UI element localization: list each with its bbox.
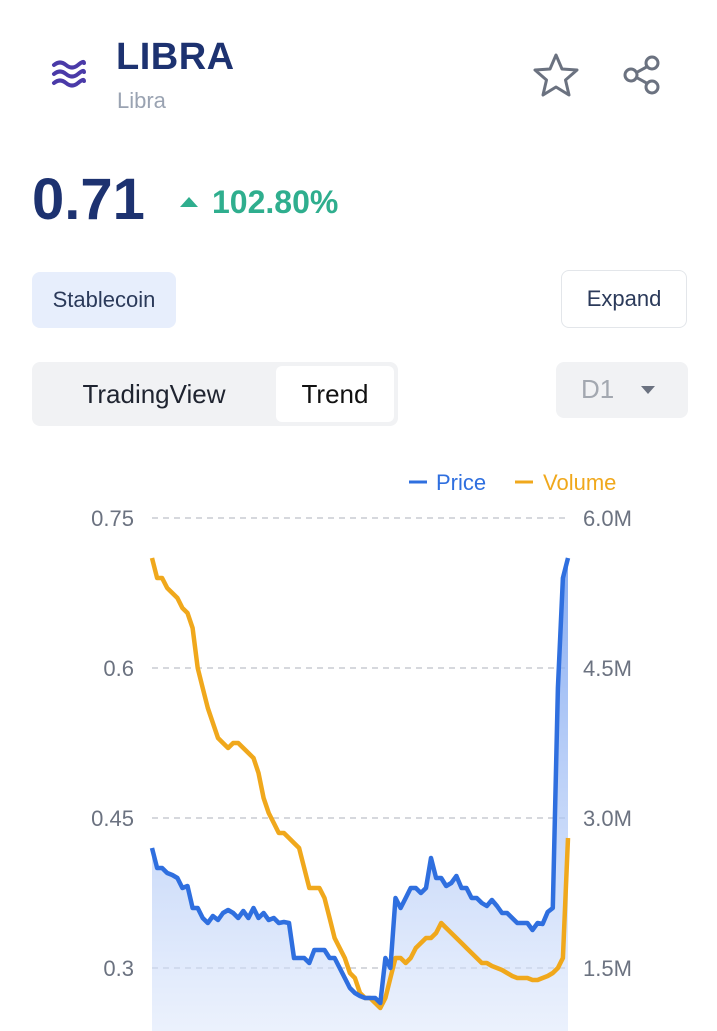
legend-volume-label: Volume	[543, 470, 616, 495]
caret-down-icon	[641, 386, 655, 394]
price-volume-chart: Price Volume 0.75 0.6 0.45 0.3 6.0M 4.5M 3.0M…	[91, 470, 632, 1031]
chart-legend: Price Volume	[409, 470, 616, 495]
left-axis-tick-label: 0.45	[91, 806, 134, 831]
price-line	[149, 557, 571, 1006]
left-axis-ticks: 0.75 0.6 0.45 0.3	[91, 506, 134, 981]
coin-name: Libra	[117, 88, 166, 113]
right-axis-tick-label: 3.0M	[583, 806, 632, 831]
libra-logo-icon	[52, 59, 86, 88]
left-axis-tick-label: 0.75	[91, 506, 134, 531]
tab-trend[interactable]: Trend	[276, 366, 394, 422]
current-price: 0.71	[32, 167, 145, 232]
interval-value: D1	[581, 374, 615, 404]
price-change-percent: 102.80%	[212, 184, 339, 220]
chart-gridlines	[152, 517, 568, 969]
category-tag[interactable]: Stablecoin	[32, 272, 176, 328]
star-icon[interactable]	[530, 50, 582, 102]
right-axis-tick-label: 1.5M	[583, 956, 632, 981]
right-axis-ticks: 6.0M 4.5M 3.0M 1.5M	[583, 506, 632, 981]
price-area	[152, 558, 568, 1031]
share-icon[interactable]	[618, 50, 668, 100]
triangle-up-icon	[180, 196, 198, 207]
right-axis-tick-label: 6.0M	[583, 506, 632, 531]
price-change: 102.80%	[178, 184, 338, 221]
legend-price-label: Price	[436, 470, 486, 495]
tab-tradingview[interactable]: TradingView	[82, 378, 226, 409]
interval-select[interactable]	[556, 362, 688, 418]
left-axis-tick-label: 0.3	[103, 956, 134, 981]
coin-ticker: LIBRA	[116, 36, 235, 78]
left-axis-tick-label: 0.6	[103, 656, 134, 681]
right-axis-tick-label: 4.5M	[583, 656, 632, 681]
volume-line	[149, 557, 571, 1011]
expand-button[interactable]: Expand	[561, 270, 687, 328]
